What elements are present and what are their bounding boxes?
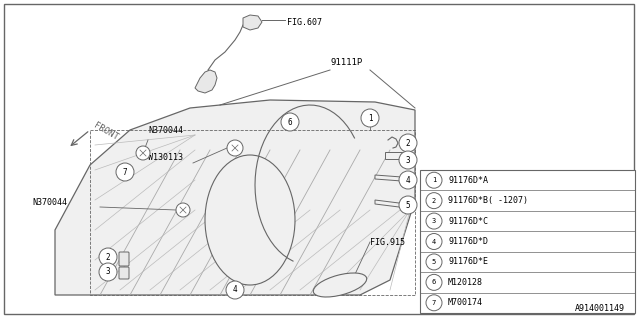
Text: 91176D*A: 91176D*A bbox=[448, 176, 488, 185]
Text: 1: 1 bbox=[432, 177, 436, 183]
Text: 7: 7 bbox=[432, 300, 436, 306]
Circle shape bbox=[99, 248, 117, 266]
Text: 4: 4 bbox=[233, 285, 237, 294]
Circle shape bbox=[176, 203, 190, 217]
Text: 3: 3 bbox=[406, 156, 410, 164]
Circle shape bbox=[281, 113, 299, 131]
Text: 5: 5 bbox=[406, 201, 410, 210]
Text: M700174: M700174 bbox=[448, 298, 483, 307]
Text: 6: 6 bbox=[288, 117, 292, 126]
Text: 4: 4 bbox=[406, 175, 410, 185]
Circle shape bbox=[426, 172, 442, 188]
Circle shape bbox=[426, 295, 442, 311]
Circle shape bbox=[116, 163, 134, 181]
Circle shape bbox=[426, 234, 442, 250]
Circle shape bbox=[136, 146, 150, 160]
Circle shape bbox=[426, 213, 442, 229]
Text: 3: 3 bbox=[106, 268, 110, 276]
Text: 91176D*C: 91176D*C bbox=[448, 217, 488, 226]
Text: 91111P: 91111P bbox=[330, 58, 362, 67]
Text: 91176D*E: 91176D*E bbox=[448, 257, 488, 267]
Circle shape bbox=[426, 274, 442, 290]
FancyBboxPatch shape bbox=[119, 267, 129, 279]
Text: FIG.915: FIG.915 bbox=[370, 238, 405, 247]
Text: 91176D*D: 91176D*D bbox=[448, 237, 488, 246]
Text: 3: 3 bbox=[432, 218, 436, 224]
Ellipse shape bbox=[314, 273, 367, 297]
Circle shape bbox=[426, 254, 442, 270]
Text: N370044: N370044 bbox=[32, 198, 67, 207]
Text: 4: 4 bbox=[432, 238, 436, 244]
Polygon shape bbox=[375, 175, 415, 182]
Text: A914001149: A914001149 bbox=[575, 304, 625, 313]
Text: FRONT: FRONT bbox=[92, 121, 120, 142]
Text: 2: 2 bbox=[106, 252, 110, 261]
Text: N370044: N370044 bbox=[148, 126, 183, 135]
Text: 2: 2 bbox=[406, 139, 410, 148]
FancyBboxPatch shape bbox=[119, 252, 129, 266]
Circle shape bbox=[426, 193, 442, 209]
Circle shape bbox=[399, 196, 417, 214]
Circle shape bbox=[99, 263, 117, 281]
Circle shape bbox=[399, 171, 417, 189]
Polygon shape bbox=[243, 15, 262, 30]
Bar bbox=[385, 152, 403, 159]
Text: 6: 6 bbox=[432, 279, 436, 285]
Text: 2: 2 bbox=[432, 198, 436, 204]
Bar bbox=[420, 170, 635, 313]
Circle shape bbox=[361, 109, 379, 127]
Circle shape bbox=[226, 281, 244, 299]
Circle shape bbox=[399, 134, 417, 152]
Text: 91176D*B( -1207): 91176D*B( -1207) bbox=[448, 196, 528, 205]
Circle shape bbox=[227, 140, 243, 156]
Text: M120128: M120128 bbox=[448, 278, 483, 287]
Text: 5: 5 bbox=[432, 259, 436, 265]
Polygon shape bbox=[195, 70, 217, 93]
Text: 1: 1 bbox=[368, 114, 372, 123]
Ellipse shape bbox=[205, 155, 295, 285]
Circle shape bbox=[399, 151, 417, 169]
Text: W130113: W130113 bbox=[148, 153, 183, 162]
Polygon shape bbox=[55, 100, 415, 295]
Polygon shape bbox=[375, 200, 415, 209]
Text: 7: 7 bbox=[123, 167, 127, 177]
Text: FIG.607: FIG.607 bbox=[287, 18, 322, 27]
